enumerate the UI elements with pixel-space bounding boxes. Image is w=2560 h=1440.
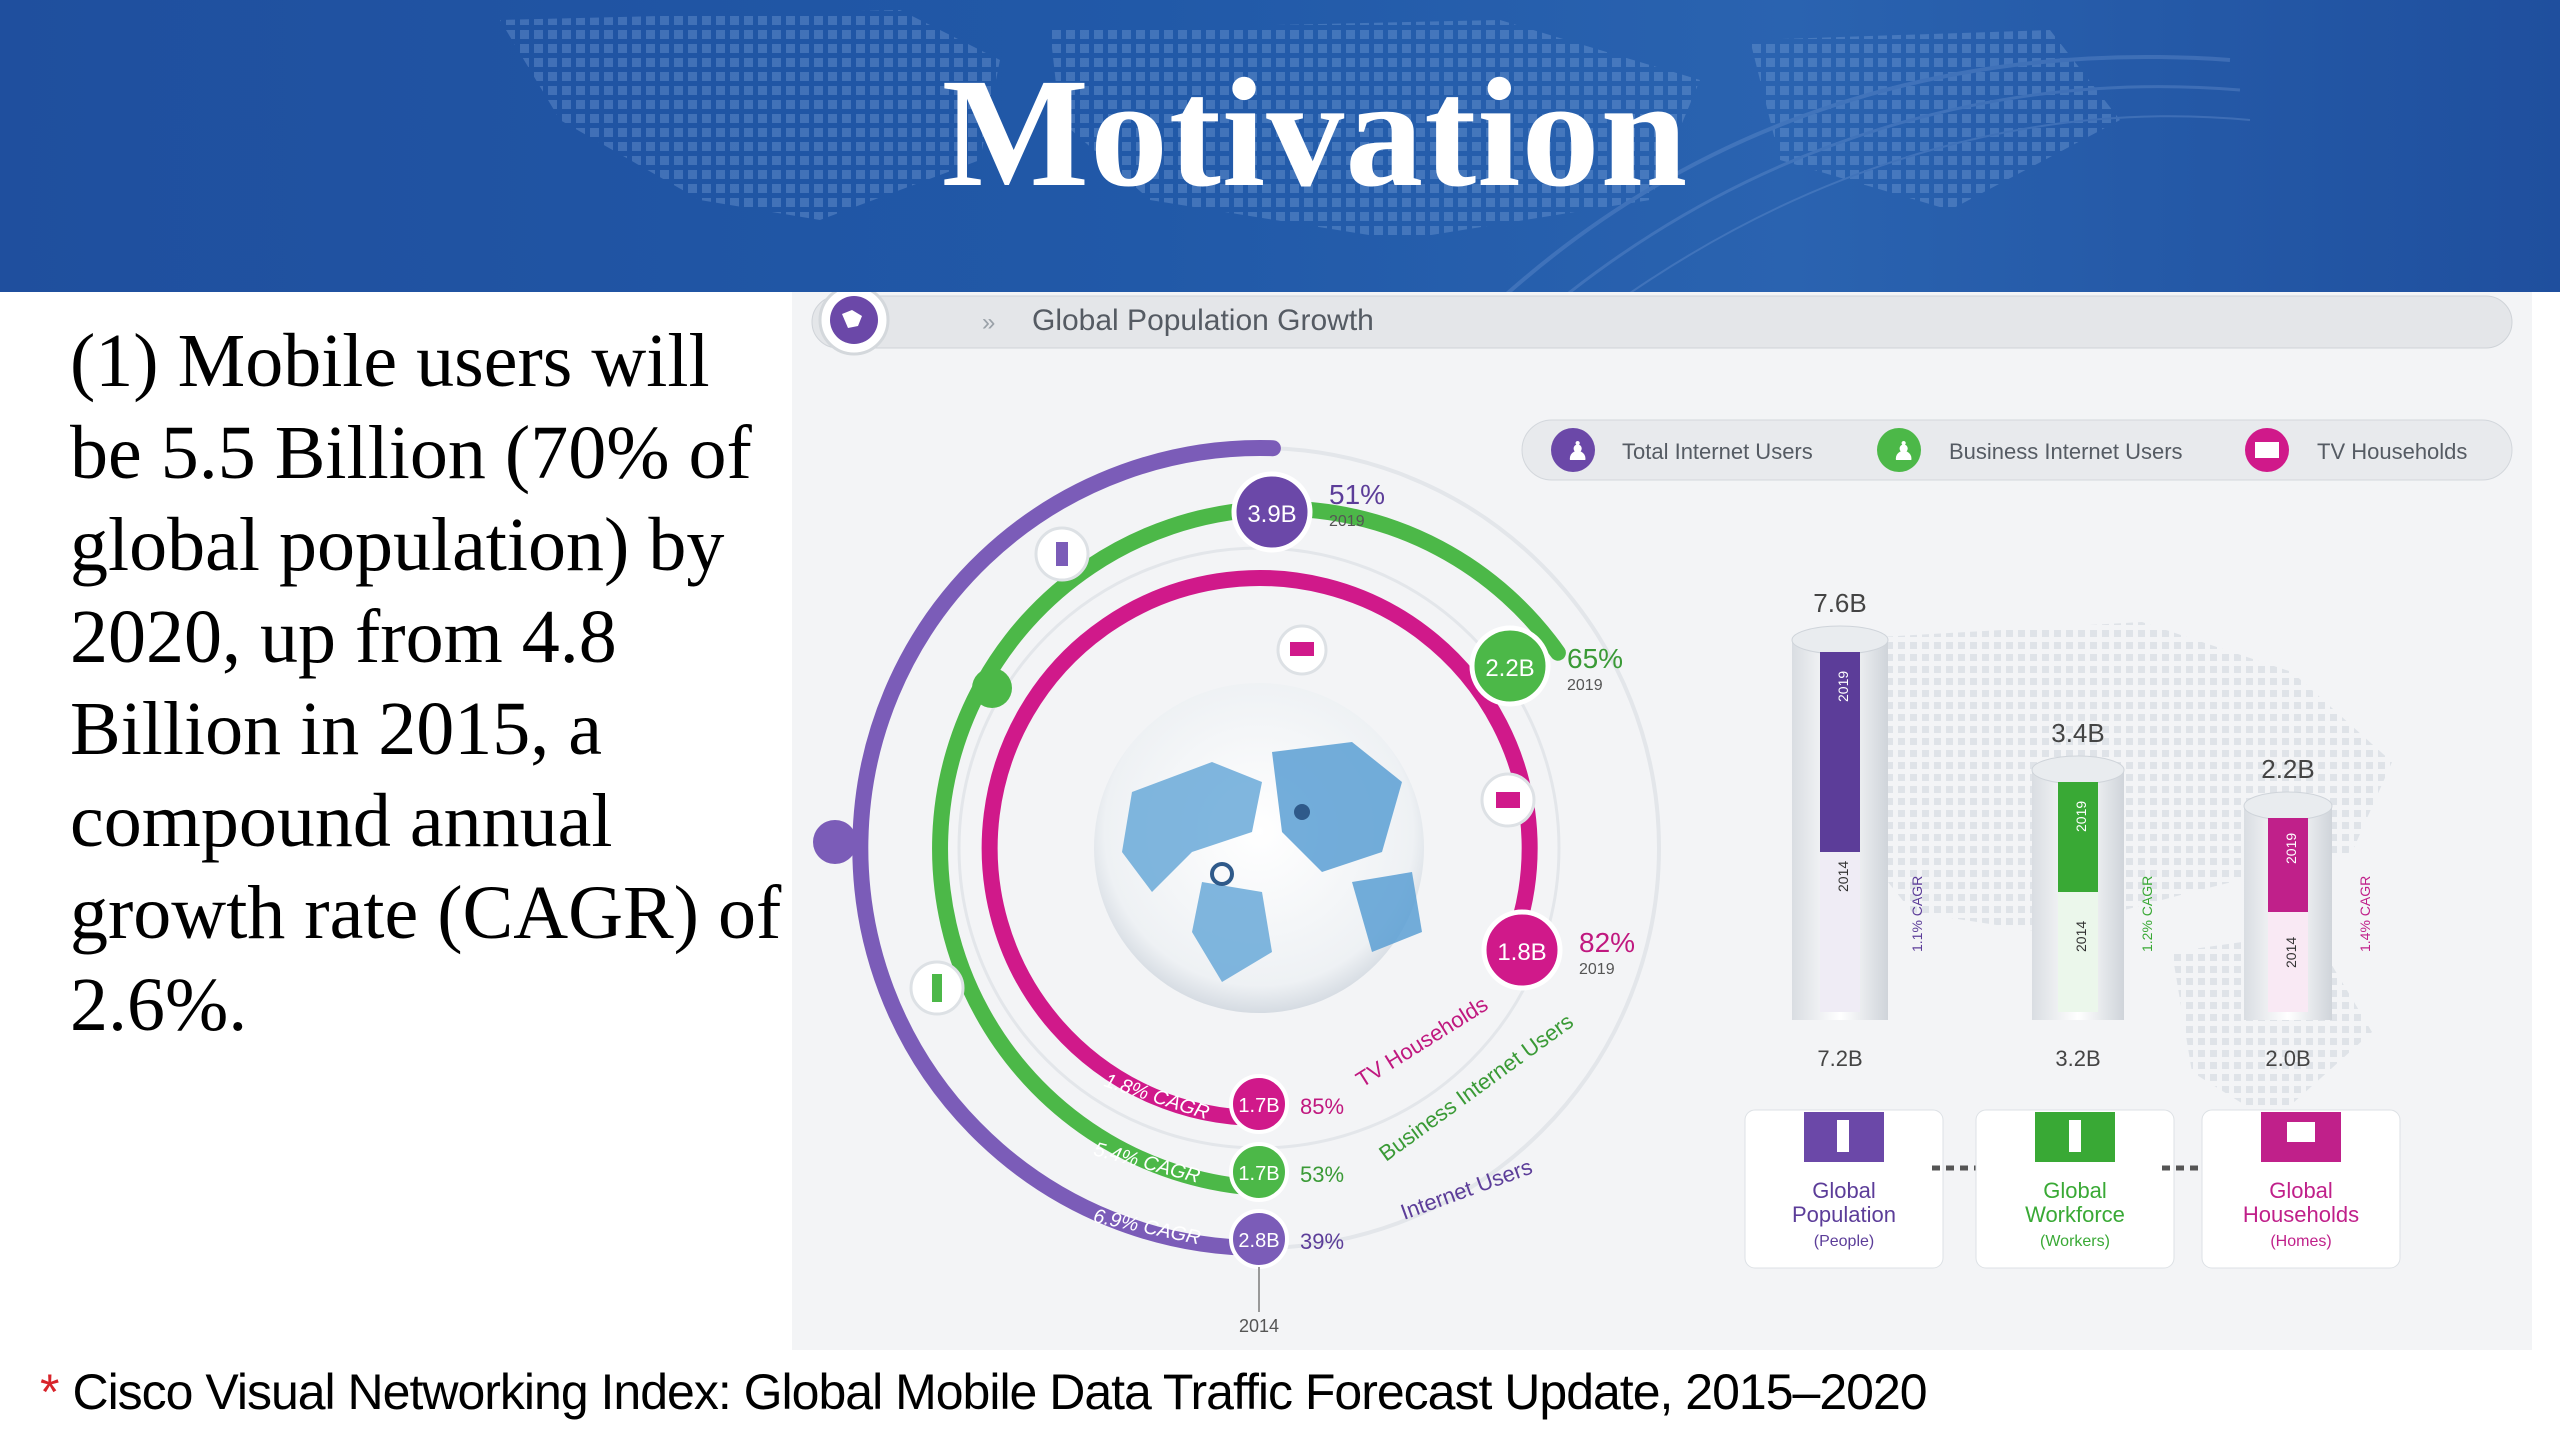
value-top: 2.2B (2261, 754, 2315, 784)
svg-text:(Homes): (Homes) (2270, 1233, 2331, 1250)
svg-text:(Workers): (Workers) (2040, 1233, 2110, 1250)
svg-text:2014: 2014 (2283, 937, 2299, 968)
cisco-infographic: » Global Population Growth ♟ Total Inter… (792, 292, 2532, 1350)
legend-label: Total Internet Users (1622, 439, 1813, 464)
location-icon (1210, 862, 1234, 886)
svg-text:Global: Global (2043, 1178, 2107, 1203)
person-icon (1837, 1120, 1849, 1152)
svg-text:1.2% CAGR: 1.2% CAGR (2139, 876, 2155, 952)
ring-end-marker-internet (1231, 471, 1313, 553)
globe-continent (1122, 762, 1262, 892)
ring-end-marker-business (1469, 625, 1551, 707)
globe-continent (1192, 882, 1272, 982)
globe-continent (1272, 742, 1402, 872)
value-bottom: 2.0B (2265, 1046, 2310, 1071)
pct-label: 85% (1300, 1094, 1344, 1119)
legend-label: Business Internet Users (1949, 439, 2183, 464)
ring-start-marker-tv (1229, 1074, 1289, 1134)
svg-text:2014: 2014 (2073, 921, 2089, 952)
legend-label: TV Households (2317, 439, 2467, 464)
globe-icon-land (842, 310, 862, 328)
svg-text:Households: Households (2243, 1202, 2359, 1227)
pct-label: 51% (1329, 479, 1385, 510)
legend-internet-users-icon (1551, 428, 1595, 472)
pct-label: 82% (1579, 927, 1635, 958)
card-global-workforce: Global Workforce (Workers) (1975, 1109, 2175, 1269)
chevron-right-icon: » (982, 309, 995, 336)
pct-label: 53% (1300, 1162, 1344, 1187)
year-label: 2014 (1239, 1316, 1279, 1336)
ring-start-marker-business (1229, 1142, 1289, 1202)
pct-label: 65% (1567, 643, 1623, 674)
svg-text:2019: 2019 (2073, 801, 2089, 832)
card-global-households: Global Households (Homes) (2201, 1109, 2401, 1269)
value-label: 1.7B (1238, 1163, 1279, 1185)
svg-text:2019: 2019 (2283, 833, 2299, 864)
ring-end-marker-tv (1481, 909, 1563, 991)
value-bottom: 3.2B (2055, 1046, 2100, 1071)
ring-label: Business Internet Users (1374, 1009, 1578, 1167)
footnote-star: * (40, 1364, 59, 1420)
value-label: 3.9B (1247, 501, 1296, 528)
footnote: * Cisco Visual Networking Index: Global M… (40, 1360, 1928, 1424)
section-banner (811, 295, 2513, 349)
cagr-label: 6.9% CAGR (1091, 1205, 1202, 1249)
legend-business-users-icon (1877, 428, 1921, 472)
value-label: 2.8B (1238, 1230, 1279, 1252)
svg-text:Workforce: Workforce (2025, 1202, 2125, 1227)
svg-text:1.4% CAGR: 1.4% CAGR (2357, 876, 2373, 952)
person-icon: ♟ (1892, 436, 1915, 466)
slide-title: Motivation (941, 46, 1689, 219)
year-label: 2019 (1579, 961, 1615, 978)
svg-text:Population: Population (1792, 1202, 1896, 1227)
svg-text:1.1% CAGR: 1.1% CAGR (1909, 876, 1925, 952)
globe-continent (1352, 872, 1422, 952)
svg-text:Global: Global (1812, 1178, 1876, 1203)
bullet-text: (1) Mobile users will be 5.5 Billion (70… (70, 319, 782, 1047)
year-label: 2019 (1329, 513, 1365, 530)
svg-text:Global: Global (2269, 1178, 2333, 1203)
year-label: 2019 (1567, 677, 1603, 694)
cagr-label: 5.4% CAGR (1091, 1138, 1202, 1187)
footnote-text: Cisco Visual Networking Index: Global Mo… (72, 1364, 1927, 1420)
ring-internet-users (852, 440, 1281, 1256)
worker-icon (2069, 1120, 2081, 1152)
cylinder-population: 7.6B 2019 2014 1.1% CAGR 7.2B (1791, 588, 1925, 1071)
pct-label: 39% (1300, 1229, 1344, 1254)
svg-text:2014: 2014 (1835, 861, 1851, 892)
ring-tv-households (981, 570, 1538, 1126)
value-top: 7.6B (1813, 588, 1867, 618)
value-label: 2.2B (1485, 655, 1534, 682)
person-icon: ♟ (1566, 436, 1589, 466)
value-top: 3.4B (2051, 718, 2105, 748)
cylinder-households: 2.2B 2019 2014 1.4% CAGR 2.0B (2243, 754, 2373, 1071)
value-label: 1.7B (1238, 1095, 1279, 1117)
svg-text:(People): (People) (1814, 1233, 1874, 1250)
banner-title: Global Population Growth (1032, 304, 1374, 337)
title-banner: Motivation (0, 0, 2560, 292)
ring-label: Internet Users (1397, 1154, 1535, 1225)
location-icon (1294, 804, 1310, 820)
value-label: 1.8B (1497, 939, 1546, 966)
world-map-pattern (500, 10, 2251, 292)
cylinder-workforce: 3.4B 2019 2014 1.2% CAGR 3.2B (2031, 718, 2155, 1071)
card-global-population: Global Population (People) (1744, 1109, 1944, 1269)
ring-icon-badges (813, 526, 1536, 1016)
tv-icon (2255, 442, 2279, 458)
svg-text:2019: 2019 (1835, 671, 1851, 702)
infographic-canvas: » Global Population Growth ♟ Total Inter… (811, 292, 2513, 1336)
cagr-label: 1.8% CAGR (1101, 1070, 1211, 1125)
value-bottom: 7.2B (1817, 1046, 1862, 1071)
monitor-icon (2287, 1122, 2315, 1142)
